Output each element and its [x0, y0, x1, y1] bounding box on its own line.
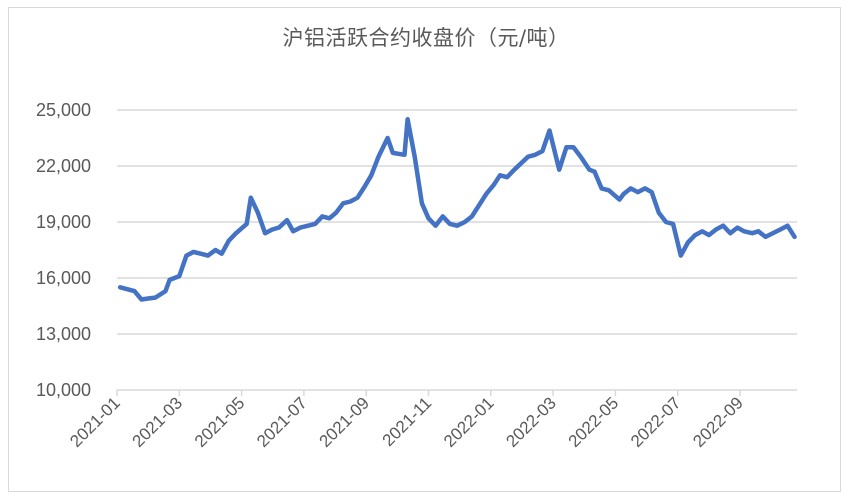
x-tick-label: 2021-09 — [315, 393, 373, 451]
y-axis-labels: 10,000 13,000 16,000 19,000 22,000 25,000 — [36, 100, 91, 400]
x-tick-label: 2022-09 — [689, 393, 747, 451]
price-line — [117, 117, 797, 302]
x-tick-label: 2021-11 — [379, 393, 436, 450]
x-tick-label: 2021-05 — [191, 393, 249, 451]
y-tick-label: 10,000 — [36, 380, 91, 400]
chart-title: 沪铝活跃合约收盘价（元/吨） — [282, 26, 570, 50]
y-tick-label: 13,000 — [36, 324, 91, 344]
x-tick-label: 2021-01 — [66, 393, 124, 451]
x-axis-labels: 2021-01 2021-03 2021-05 2021-07 2021-09 2021-… — [66, 393, 747, 451]
x-tick-label: 2022-03 — [502, 393, 560, 451]
x-tick-label: 2021-07 — [253, 393, 311, 451]
x-axis — [116, 390, 741, 396]
x-tick-label: 2022-07 — [627, 393, 685, 451]
y-tick-label: 19,000 — [36, 212, 91, 232]
x-tick-label: 2021-03 — [129, 393, 187, 451]
gridlines — [117, 109, 797, 391]
y-tick-label: 25,000 — [36, 100, 91, 120]
x-tick-label: 2022-01 — [440, 393, 498, 451]
chart-frame — [8, 7, 841, 492]
x-tick-label: 2022-05 — [565, 393, 623, 451]
y-tick-label: 16,000 — [36, 268, 91, 288]
y-tick-label: 22,000 — [36, 156, 91, 176]
